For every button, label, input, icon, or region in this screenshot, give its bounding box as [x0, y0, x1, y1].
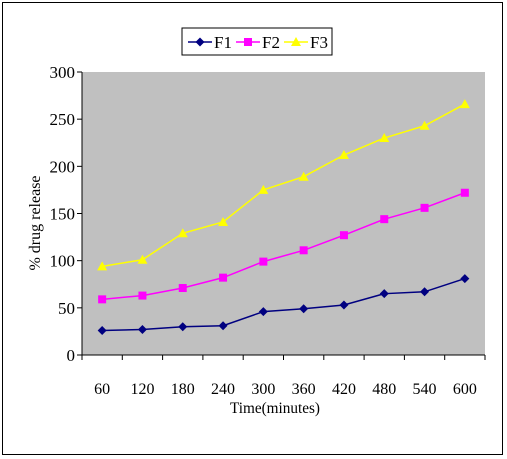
- y-tick-label: 100: [50, 252, 76, 271]
- data-point: [97, 261, 108, 271]
- y-tick-label: 250: [50, 110, 76, 129]
- x-tick-label: 360: [292, 381, 316, 398]
- y-tick-label: 200: [50, 157, 76, 176]
- data-point: [459, 99, 470, 109]
- legend-label: F3: [310, 33, 328, 52]
- data-point: [420, 203, 429, 212]
- data-point: [97, 325, 107, 335]
- data-point: [138, 291, 147, 300]
- y-tick-label: 300: [50, 63, 76, 82]
- data-point: [380, 215, 389, 224]
- data-point: [460, 274, 470, 284]
- legend: F1 F2 F3: [181, 27, 333, 56]
- series-group: [97, 99, 470, 335]
- x-ticks: 60 120 180 240 300 360 420 480 540 600: [81, 355, 486, 398]
- data-point: [137, 254, 148, 264]
- data-point: [339, 300, 349, 310]
- data-point: [420, 287, 430, 297]
- data-point: [218, 321, 228, 331]
- data-point: [98, 295, 107, 304]
- legend-label: F1: [214, 33, 232, 52]
- series-f2: [98, 188, 469, 304]
- data-point: [178, 284, 187, 293]
- x-tick-label: 540: [413, 381, 437, 398]
- legend-item-f2: F2: [236, 33, 280, 52]
- data-point: [419, 120, 430, 130]
- data-point: [338, 150, 349, 160]
- series-f1: [97, 274, 470, 335]
- x-tick-label: 600: [453, 381, 477, 398]
- series-f3: [97, 99, 470, 271]
- x-tick-label: 420: [332, 381, 356, 398]
- legend-marker: [244, 38, 252, 46]
- data-point: [218, 216, 229, 226]
- data-point: [258, 307, 268, 317]
- data-point: [219, 273, 228, 282]
- data-point: [298, 171, 309, 181]
- data-point: [299, 304, 309, 314]
- legend-item-f3: F3: [284, 33, 328, 52]
- data-point: [137, 325, 147, 335]
- series-line-f3: [102, 103, 466, 268]
- data-point: [379, 133, 390, 143]
- data-point: [258, 184, 269, 194]
- y-tick-label: 50: [58, 299, 75, 318]
- y-axis-label: % drug release: [27, 175, 44, 270]
- y-tick-label: 0: [67, 346, 76, 365]
- legend-marker: [291, 37, 301, 46]
- chart-frame: [2, 2, 503, 455]
- data-point: [178, 322, 188, 332]
- x-axis-label: Time(minutes): [230, 400, 320, 417]
- y-tick-label: 150: [50, 205, 76, 224]
- x-tick-label: 480: [372, 381, 396, 398]
- legend-item-f1: F1: [188, 33, 232, 52]
- data-point: [339, 231, 348, 240]
- data-point: [460, 188, 469, 197]
- x-tick-label: 240: [211, 381, 235, 398]
- data-point: [379, 289, 389, 299]
- legend-marker: [195, 37, 205, 47]
- series-line-f1: [102, 277, 466, 332]
- x-tick-label: 120: [130, 381, 154, 398]
- legend-label: F2: [262, 33, 280, 52]
- data-point: [259, 257, 268, 266]
- y-ticks: 0 50 100 150 200 250 300: [50, 63, 82, 365]
- plot-area: [82, 72, 485, 355]
- x-tick-label: 180: [171, 381, 195, 398]
- series-line-f2: [102, 192, 466, 301]
- data-point: [177, 228, 188, 238]
- x-tick-label: 60: [94, 381, 110, 398]
- data-point: [299, 246, 308, 255]
- x-tick-label: 300: [251, 381, 275, 398]
